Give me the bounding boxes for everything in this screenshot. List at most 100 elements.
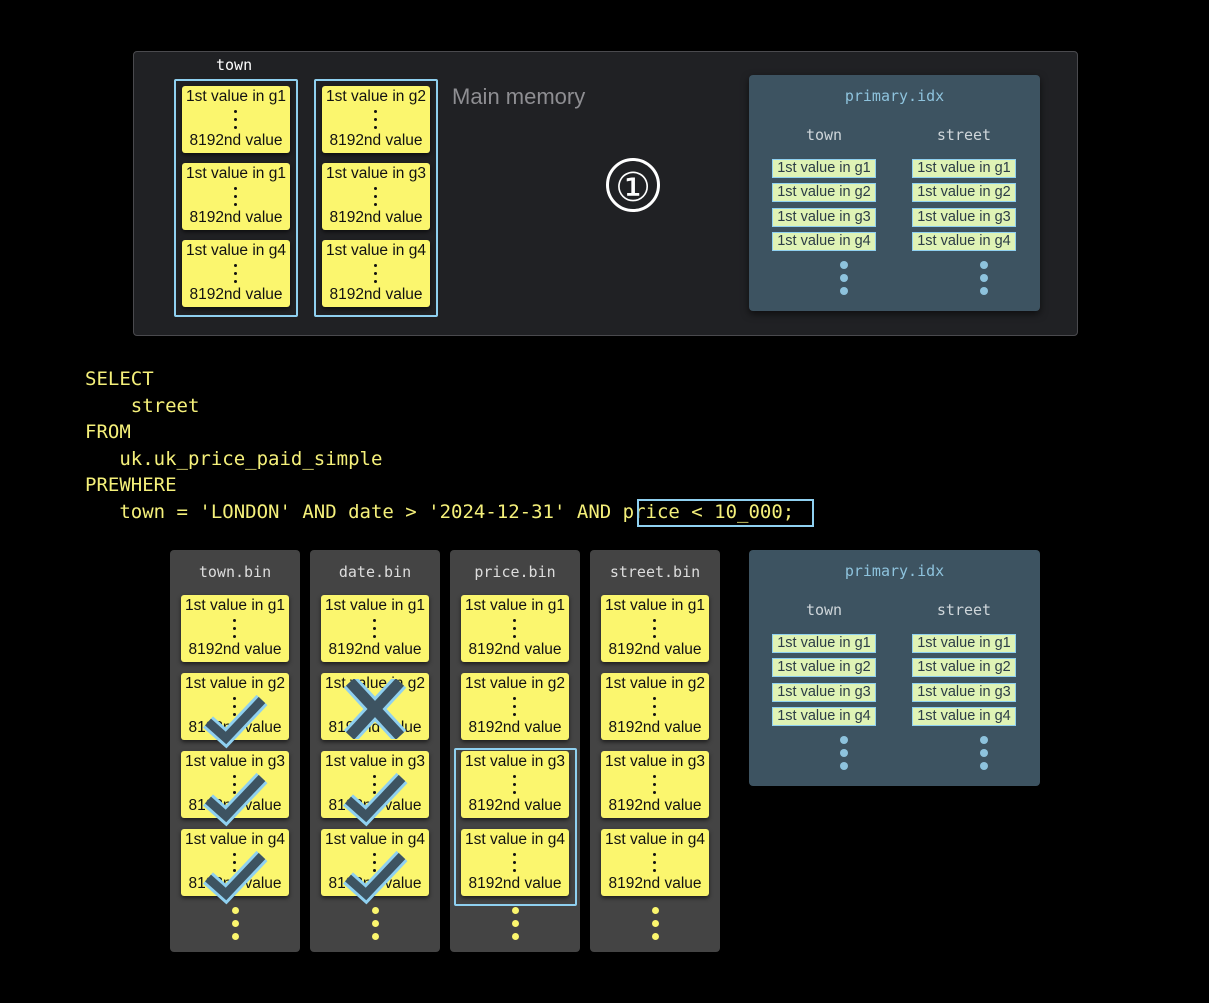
index-entry: 1st value in g4 — [912, 707, 1016, 726]
granule-first-value: 1st value in g3 — [465, 753, 565, 770]
index-entry: 1st value in g1 — [912, 159, 1016, 178]
granule-first-value: 1st value in g1 — [605, 597, 705, 614]
sql-line: street — [85, 394, 200, 417]
granule-first-value: 1st value in g1 — [186, 88, 286, 105]
granule-last-value: 8192nd value — [608, 641, 702, 658]
granule-card: 1st value in g2 8192nd value — [461, 673, 569, 740]
granule-last-value: 8192nd value — [468, 875, 562, 892]
index-entry: 1st value in g1 — [912, 634, 1016, 653]
granule-first-value: 1st value in g3 — [325, 753, 425, 770]
granule-card: 1st value in g1 8192nd value — [182, 163, 290, 230]
index-entry: 1st value in g3 — [912, 208, 1016, 227]
granule-card: 1st value in g1 8192nd value — [461, 595, 569, 662]
bin-title: date.bin — [338, 563, 412, 581]
ellipsis-dot-icon — [232, 907, 239, 914]
granule-first-value: 1st value in g3 — [605, 753, 705, 770]
index-entry: 1st value in g4 — [772, 232, 876, 251]
ellipsis-dot-icon — [652, 933, 659, 940]
granule-first-value: 1st value in g2 — [465, 675, 565, 692]
sql-line: FROM — [85, 421, 131, 444]
vertical-ellipsis-icon — [653, 697, 656, 721]
sql-line: SELECT — [85, 368, 154, 390]
primary-index-panel: primary.idx town 1st value in g1 1st value … — [749, 75, 1040, 311]
index-column-header: street — [936, 126, 992, 144]
primary-index-title: primary.idx — [844, 87, 945, 105]
granule-last-value: 8192nd value — [189, 209, 283, 226]
vertical-ellipsis-icon — [513, 775, 516, 799]
index-entry: 1st value in g3 — [912, 683, 1016, 702]
ellipsis-dot-icon — [980, 287, 988, 295]
vertical-ellipsis-icon — [513, 697, 516, 721]
granule-first-value: 1st value in g1 — [186, 165, 286, 182]
granule-first-value: 1st value in g4 — [325, 831, 425, 848]
granule-first-value: 1st value in g3 — [185, 753, 285, 770]
ellipsis-dot-icon — [512, 933, 519, 940]
index-entry: 1st value in g3 — [772, 683, 876, 702]
granule-card: 1st value in g4 8192nd value — [322, 240, 430, 307]
granule-card: 1st value in g3 8192nd value — [461, 751, 569, 818]
granule-card: 1st value in g1 8192nd value — [182, 86, 290, 153]
index-entry: 1st value in g2 — [772, 658, 876, 677]
granule-last-value: 8192nd value — [189, 132, 283, 149]
vertical-ellipsis-icon — [513, 619, 516, 643]
ellipsis-dot-icon — [652, 907, 659, 914]
vertical-ellipsis-icon — [373, 775, 376, 799]
step-marker: ① — [606, 158, 660, 212]
granule-first-value: 1st value in g2 — [326, 88, 426, 105]
granule-card: 1st value in g3 8192nd value — [322, 163, 430, 230]
ellipsis-dot-icon — [840, 736, 848, 744]
index-entry: 1st value in g2 — [772, 183, 876, 202]
index-entry: 1st value in g1 — [772, 159, 876, 178]
granule-first-value: 1st value in g4 — [186, 242, 286, 259]
granule-first-value: 1st value in g4 — [605, 831, 705, 848]
index-column-header: street — [936, 601, 992, 619]
ellipsis-dot-icon — [232, 920, 239, 927]
vertical-ellipsis-icon — [233, 853, 236, 877]
ellipsis-dot-icon — [980, 762, 988, 770]
granule-card: 1st value in g1 8192nd value — [181, 595, 289, 662]
checkmark-icon — [340, 846, 410, 906]
ellipsis-dot-icon — [840, 274, 848, 282]
index-entry: 1st value in g2 — [912, 658, 1016, 677]
cross-icon — [340, 676, 410, 742]
town-column-label: town — [216, 56, 253, 74]
ellipsis-dot-icon — [980, 749, 988, 757]
granule-last-value: 8192nd value — [328, 641, 422, 658]
vertical-ellipsis-icon — [373, 853, 376, 877]
vertical-ellipsis-icon — [234, 187, 237, 211]
granule-first-value: 1st value in g4 — [185, 831, 285, 848]
vertical-ellipsis-icon — [233, 697, 236, 721]
ellipsis-dot-icon — [840, 762, 848, 770]
checkmark-icon — [200, 690, 270, 750]
granule-last-value: 8192nd value — [329, 209, 423, 226]
vertical-ellipsis-icon — [374, 110, 377, 134]
granule-first-value: 1st value in g2 — [185, 675, 285, 692]
index-column-header: town — [805, 126, 843, 144]
vertical-ellipsis-icon — [374, 264, 377, 288]
checkmark-icon — [340, 768, 410, 828]
ellipsis-dot-icon — [512, 907, 519, 914]
sql-line: uk.uk_price_paid_simple — [85, 447, 383, 470]
vertical-ellipsis-icon — [234, 110, 237, 134]
checkmark-icon — [200, 768, 270, 828]
sql-line: PREWHERE — [85, 474, 177, 497]
vertical-ellipsis-icon — [653, 853, 656, 877]
granule-last-value: 8192nd value — [329, 286, 423, 303]
main-memory-label: Main memory — [452, 84, 586, 109]
granule-last-value: 8192nd value — [329, 132, 423, 149]
granule-first-value: 1st value in g1 — [465, 597, 565, 614]
ellipsis-dot-icon — [840, 261, 848, 269]
sql-line: town = 'LONDON' AND date > '2024-12-31' … — [85, 500, 795, 523]
bin-title: price.bin — [474, 563, 556, 581]
index-entry: 1st value in g1 — [772, 634, 876, 653]
granule-last-value: 8192nd value — [189, 286, 283, 303]
granule-card: 1st value in g2 8192nd value — [322, 86, 430, 153]
ellipsis-dot-icon — [840, 287, 848, 295]
granule-card: 1st value in g1 8192nd value — [601, 595, 709, 662]
granule-first-value: 1st value in g2 — [605, 675, 705, 692]
granule-last-value: 8192nd value — [608, 875, 702, 892]
index-entry: 1st value in g4 — [772, 707, 876, 726]
granule-last-value: 8192nd value — [468, 641, 562, 658]
granule-card: 1st value in g3 8192nd value — [601, 751, 709, 818]
vertical-ellipsis-icon — [373, 619, 376, 643]
